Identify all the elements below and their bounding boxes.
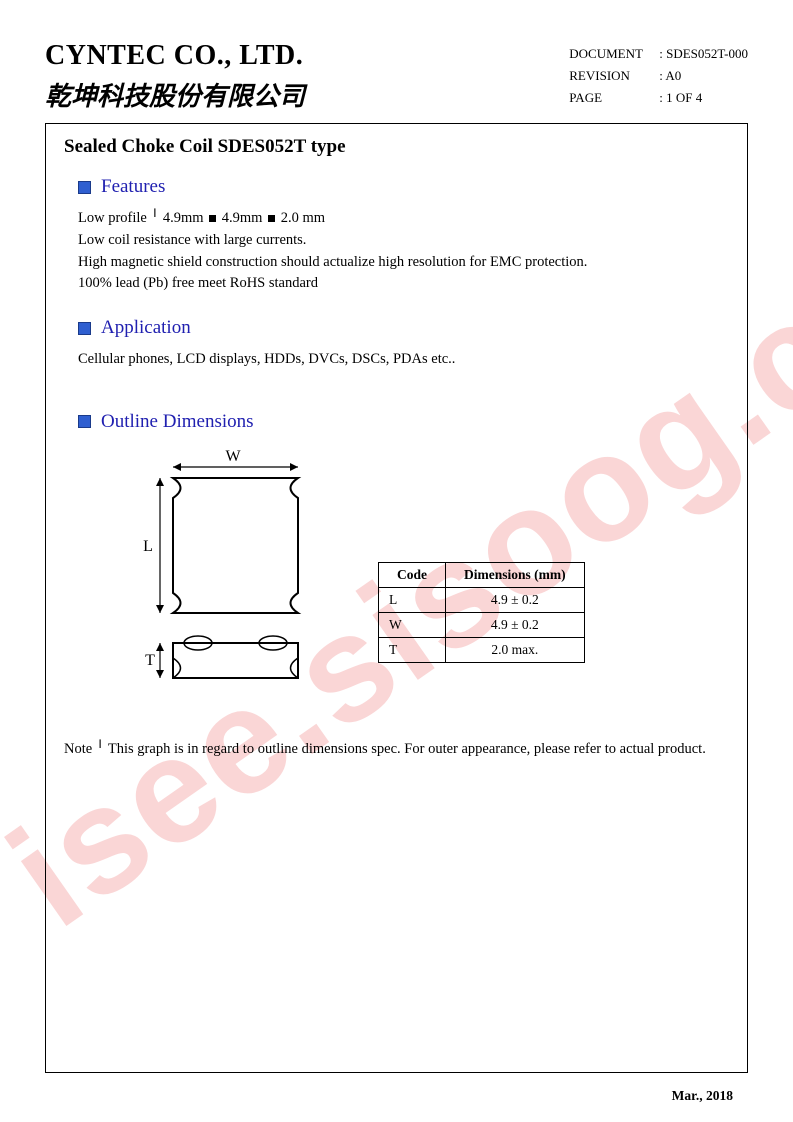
rev-value: : A0 — [659, 68, 681, 84]
page-value: : 1 OF 4 — [659, 90, 702, 106]
page-label: PAGE — [569, 90, 659, 106]
footer-date: Mar., 2018 — [672, 1088, 733, 1104]
table-cell: T — [379, 638, 446, 663]
t-label: T — [145, 652, 155, 669]
square-bullet-icon — [78, 322, 91, 335]
page-title: Sealed Choke Coil SDES052T type — [64, 136, 729, 158]
table-header-code: Code — [379, 563, 446, 588]
table-row: Code Dimensions (mm) — [379, 563, 585, 588]
doc-label: DOCUMENT — [569, 46, 659, 62]
table-row: L 4.9 ± 0.2 — [379, 588, 585, 613]
features-heading: Features — [78, 176, 729, 198]
table-row: T 2.0 max. — [379, 638, 585, 663]
application-body: Cellular phones, LCD displays, HDDs, DVC… — [78, 349, 729, 371]
features-line4: 100% lead (Pb) free meet RoHS standard — [78, 275, 318, 291]
features-line2: Low coil resistance with large currents. — [78, 232, 306, 248]
application-heading: Application — [78, 317, 729, 339]
page-header: CYNTEC CO., LTD. 乾坤科技股份有限公司 DOCUMENT : S… — [0, 0, 793, 123]
table-cell: 4.9 ± 0.2 — [446, 613, 585, 638]
outline-note: Note ╵ This graph is in regard to outlin… — [64, 739, 729, 761]
w-label: W — [225, 448, 241, 465]
table-cell: L — [379, 588, 446, 613]
outline-diagram: W L T — [78, 443, 338, 713]
features-line1a: Low profile ╵ 4.9mm — [78, 210, 204, 226]
features-line1b: 4.9mm — [222, 210, 263, 226]
outline-heading-text: Outline Dimensions — [101, 411, 254, 433]
l-label: L — [143, 538, 153, 555]
component-diagram-svg: W L T — [78, 443, 338, 713]
square-bullet-icon — [78, 415, 91, 428]
features-body: Low profile ╵ 4.9mm 4.9mm 2.0 mm Low coi… — [78, 208, 729, 295]
content-frame: Sealed Choke Coil SDES052T type Features… — [45, 123, 748, 1073]
table-header-dim: Dimensions (mm) — [446, 563, 585, 588]
square-bullet-icon — [78, 181, 91, 194]
company-name-zh: 乾坤科技股份有限公司 — [45, 76, 305, 113]
application-heading-text: Application — [101, 317, 191, 339]
table-cell: W — [379, 613, 446, 638]
company-name-en: CYNTEC CO., LTD. — [45, 40, 305, 72]
table-cell: 2.0 max. — [446, 638, 585, 663]
company-block: CYNTEC CO., LTD. 乾坤科技股份有限公司 — [45, 40, 305, 113]
features-line1c: 2.0 mm — [281, 210, 325, 226]
square-sep-icon — [209, 215, 216, 222]
outline-heading: Outline Dimensions — [78, 411, 729, 433]
doc-value: : SDES052T-000 — [659, 46, 748, 62]
square-sep-icon — [268, 215, 275, 222]
table-row: W 4.9 ± 0.2 — [379, 613, 585, 638]
features-heading-text: Features — [101, 176, 165, 198]
dimensions-table: Code Dimensions (mm) L 4.9 ± 0.2 W 4.9 ±… — [378, 562, 585, 663]
document-info: DOCUMENT : SDES052T-000 REVISION : A0 PA… — [569, 40, 748, 113]
rev-label: REVISION — [569, 68, 659, 84]
table-cell: 4.9 ± 0.2 — [446, 588, 585, 613]
features-line3: High magnetic shield construction should… — [78, 254, 587, 270]
outline-content: W L T — [78, 443, 729, 713]
